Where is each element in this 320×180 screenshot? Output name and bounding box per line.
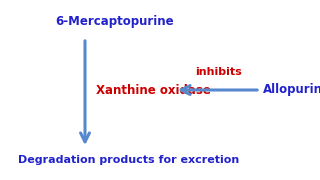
- Text: Allopurinol: Allopurinol: [263, 84, 320, 96]
- Text: 6-Mercaptopurine: 6-Mercaptopurine: [55, 15, 174, 28]
- Text: Xanthine oxidase: Xanthine oxidase: [96, 84, 211, 96]
- Text: Degradation products for excretion: Degradation products for excretion: [18, 155, 239, 165]
- Text: inhibits: inhibits: [195, 67, 241, 77]
